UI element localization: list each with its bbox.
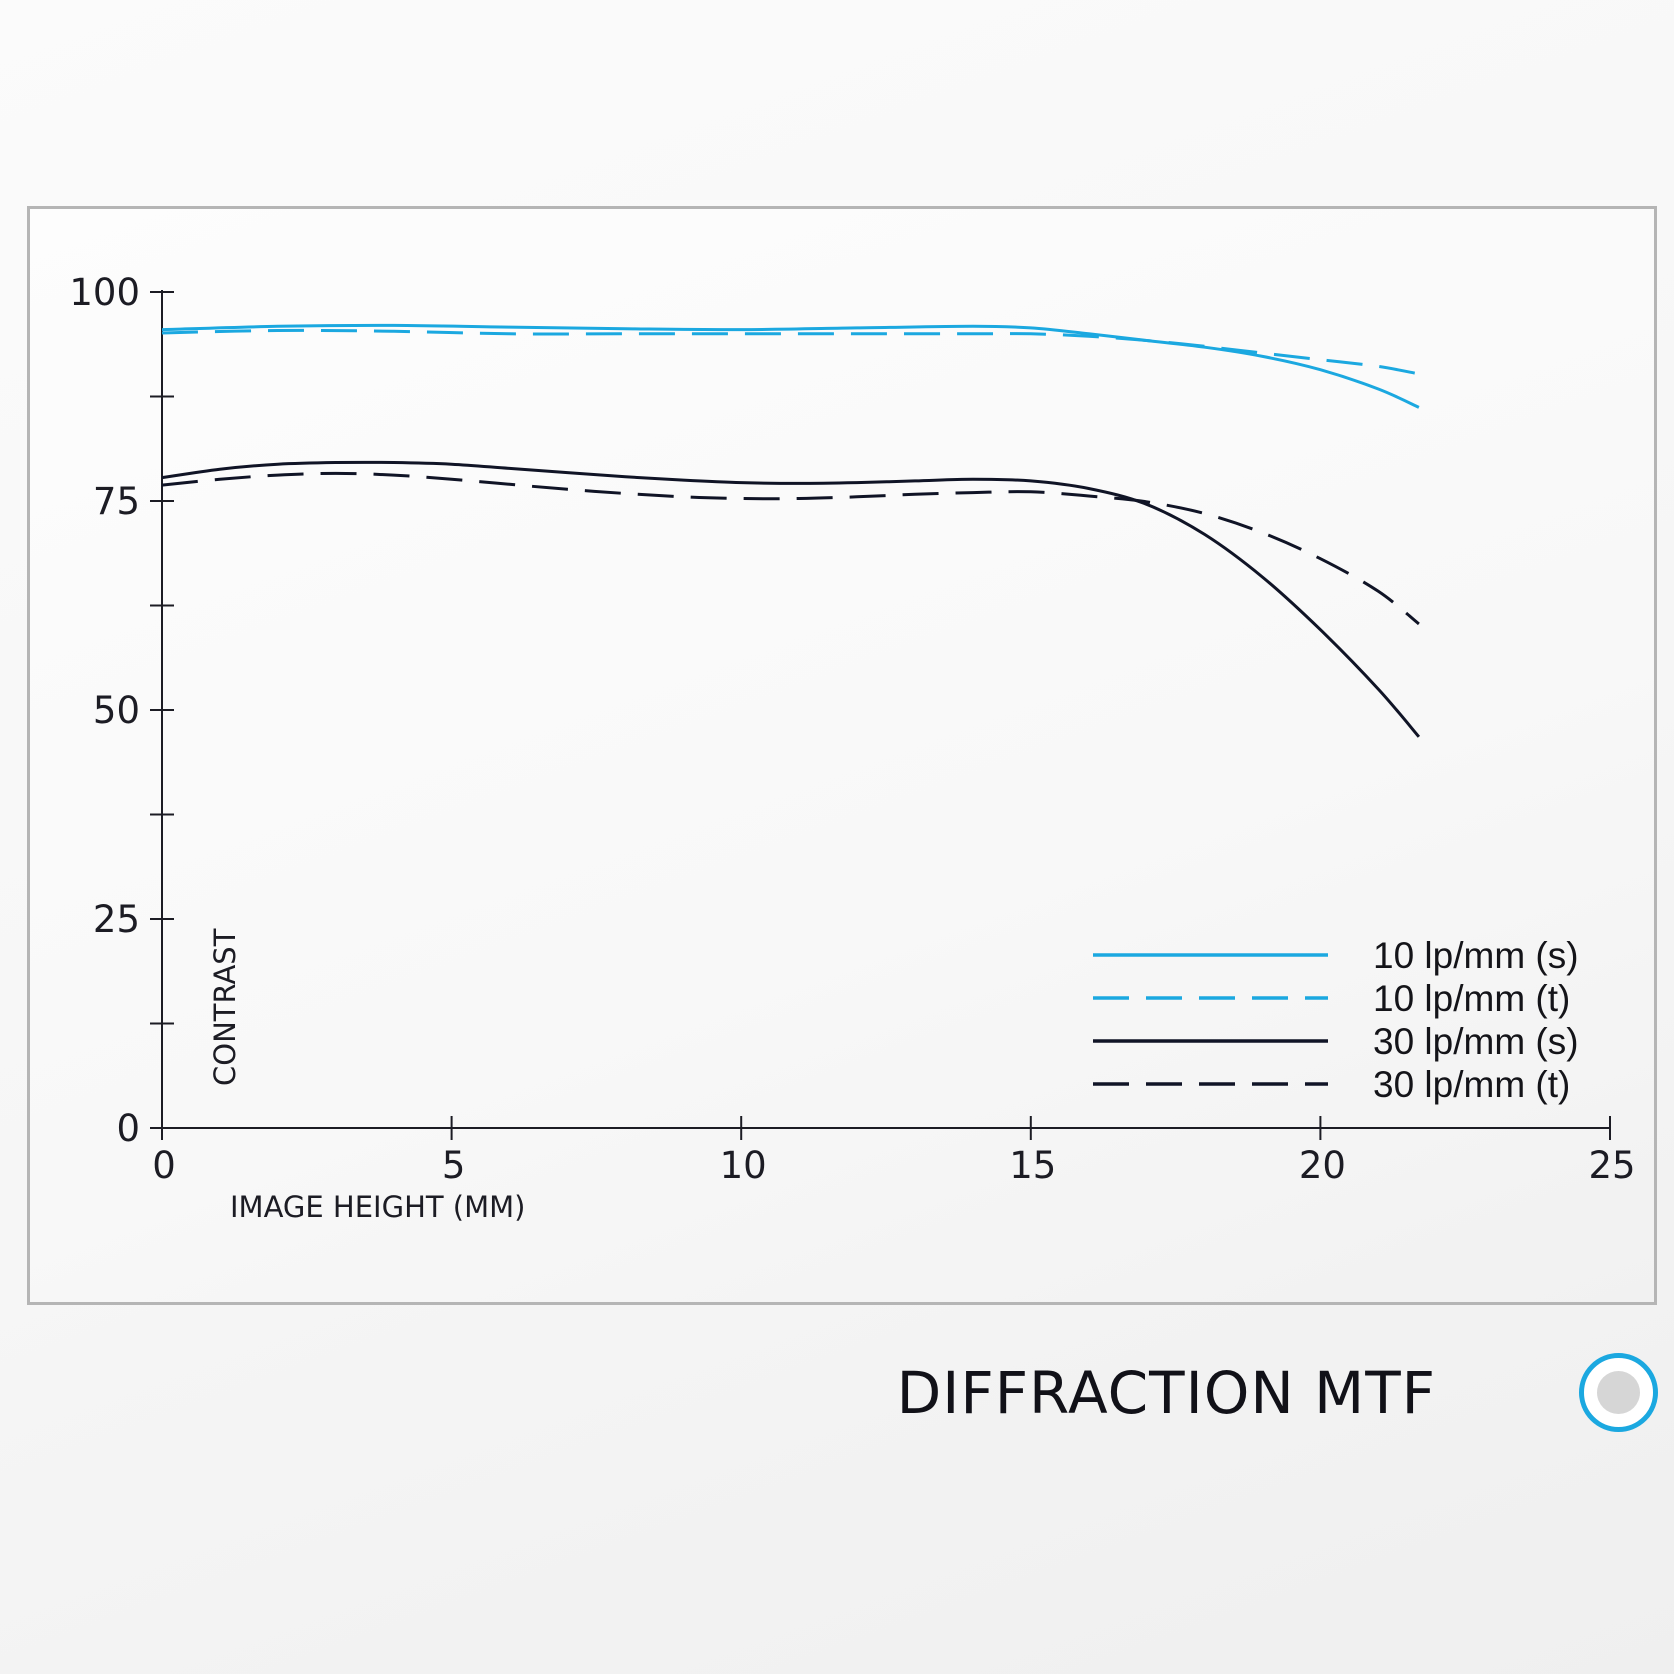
chart-axes: 0 25 50 75 100 0 5 10 15 20 25 IMAGE HEIGHT (MM) CON…	[69, 271, 1635, 1224]
x-tick-label: 0	[152, 1144, 176, 1187]
x-tick-label: 20	[1299, 1144, 1346, 1187]
y-tick-label: 50	[93, 689, 140, 732]
y-tick-label: 100	[69, 271, 140, 314]
x-tick-label: 25	[1588, 1144, 1635, 1187]
series-line-30-lp-mm-s	[161, 460, 1421, 738]
toggle-indicator-icon	[1597, 1371, 1640, 1414]
legend-label: 10 lp/mm (t)	[1373, 978, 1570, 1019]
legend-label: 30 lp/mm (s)	[1373, 1021, 1579, 1062]
legend-label: 30 lp/mm (t)	[1373, 1064, 1570, 1105]
chart-title: DIFFRACTION MTF	[896, 1359, 1436, 1427]
y-tick-label: 75	[93, 480, 140, 523]
chart-panel: 0 25 50 75 100 0 5 10 15 20 25 IMAGE HEIGHT (MM) CON…	[27, 206, 1657, 1305]
y-tick-label: 0	[116, 1107, 140, 1150]
x-tick-label: 10	[720, 1144, 767, 1187]
x-tick-label: 15	[1009, 1144, 1056, 1187]
series-line-30-lp-mm-t	[161, 471, 1420, 626]
x-axis-title: IMAGE HEIGHT (MM)	[230, 1190, 525, 1224]
chart-series	[161, 323, 1421, 738]
y-tick-label: 25	[93, 898, 140, 941]
series-line-10-lp-mm-t	[161, 328, 1420, 376]
mtf-chart: 0 25 50 75 100 0 5 10 15 20 25 IMAGE HEIGHT (MM) CON…	[69, 271, 1635, 1224]
y-axis-title: CONTRAST	[208, 928, 242, 1086]
series-line-10-lp-mm-s	[161, 323, 1420, 409]
x-tick-label: 5	[442, 1144, 466, 1187]
mtf-toggle-button[interactable]	[1579, 1353, 1658, 1432]
chart-legend: 10 lp/mm (s)10 lp/mm (t)30 lp/mm (s)30 l…	[1093, 935, 1579, 1105]
legend-label: 10 lp/mm (s)	[1373, 935, 1579, 976]
